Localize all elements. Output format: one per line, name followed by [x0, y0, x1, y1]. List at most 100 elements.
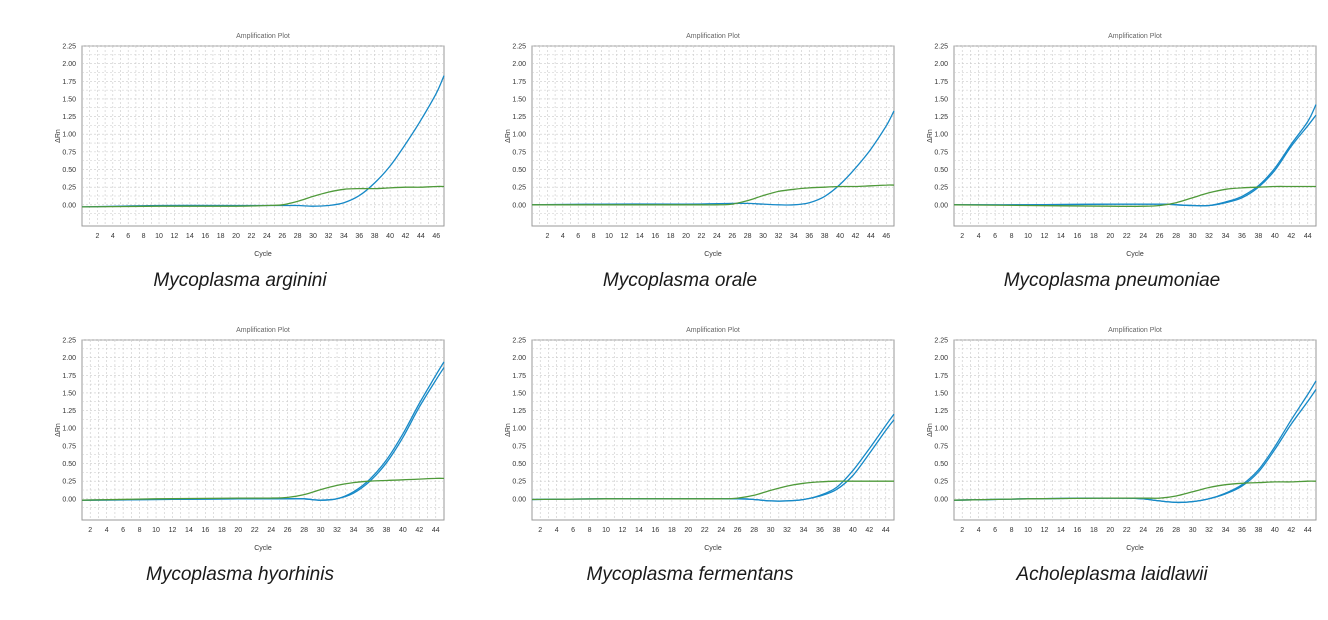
y-tick-label: 2.25: [512, 338, 526, 345]
x-tick-label: 22: [1123, 233, 1131, 240]
x-tick-label: 16: [1074, 527, 1082, 534]
x-tick-label: 28: [744, 233, 752, 240]
y-tick-label: 0.25: [62, 185, 76, 192]
x-tick-label: 30: [1189, 527, 1197, 534]
x-tick-label: 42: [1287, 233, 1295, 240]
x-tick-label: 4: [111, 233, 115, 240]
x-tick-label: 40: [1271, 233, 1279, 240]
x-tick-label: 4: [555, 527, 559, 534]
y-tick-label: 0.75: [934, 443, 948, 450]
series-line: [532, 184, 895, 206]
x-tick-label: 36: [1238, 233, 1246, 240]
x-tick-label: 42: [415, 527, 423, 534]
y-tick-label: 2.25: [934, 338, 948, 345]
x-tick-label: 4: [977, 527, 981, 534]
x-tick-label: 12: [619, 527, 627, 534]
x-tick-label: 26: [278, 233, 286, 240]
y-tick-label: 0.00: [62, 202, 76, 209]
y-tick-label: 1.25: [62, 408, 76, 415]
y-axis-label: ΔRn: [505, 423, 512, 437]
x-tick-label: 28: [1172, 233, 1180, 240]
x-tick-label: 44: [417, 233, 425, 240]
series-line: [81, 477, 445, 501]
x-tick-label: 28: [1172, 527, 1180, 534]
x-tick-label: 42: [865, 527, 873, 534]
x-axis-label: Cycle: [704, 251, 722, 258]
y-axis-label: ΔRn: [55, 423, 62, 437]
x-tick-label: 38: [371, 233, 379, 240]
y-tick-label: 1.25: [934, 114, 948, 121]
y-tick-label: 1.50: [512, 390, 526, 397]
x-tick-label: 38: [833, 527, 841, 534]
x-tick-label: 38: [821, 233, 829, 240]
x-tick-label: 30: [1189, 233, 1197, 240]
x-tick-label: 20: [684, 527, 692, 534]
x-tick-label: 4: [105, 527, 109, 534]
y-tick-label: 0.25: [934, 479, 948, 486]
x-tick-label: 8: [588, 527, 592, 534]
x-tick-label: 44: [1304, 233, 1312, 240]
x-tick-label: 40: [399, 527, 407, 534]
x-tick-label: 36: [366, 527, 374, 534]
y-tick-label: 1.25: [934, 408, 948, 415]
y-tick-label: 1.50: [934, 96, 948, 103]
series-line: [953, 480, 1317, 501]
y-tick-label: 1.75: [62, 79, 76, 86]
y-tick-label: 0.25: [512, 185, 526, 192]
x-tick-label: 12: [169, 527, 177, 534]
x-tick-label: 22: [1123, 527, 1131, 534]
x-tick-label: 22: [698, 233, 706, 240]
y-tick-label: 0.00: [512, 202, 526, 209]
x-tick-label: 20: [1106, 527, 1114, 534]
series-line: [531, 110, 895, 206]
y-tick-label: 1.00: [934, 132, 948, 139]
x-tick-label: 32: [325, 233, 333, 240]
x-tick-label: 36: [805, 233, 813, 240]
x-tick-label: 40: [1271, 527, 1279, 534]
x-tick-label: 20: [1106, 233, 1114, 240]
chart-panel: Amplification Plot 2 4 6 8 10 12 14 16 18 20 22 24 26…: [30, 320, 450, 620]
x-tick-label: 8: [1010, 233, 1014, 240]
x-tick-label: 12: [171, 233, 179, 240]
plot-area: [81, 45, 445, 227]
y-tick-label: 0.25: [512, 479, 526, 486]
x-tick-label: 24: [267, 527, 275, 534]
y-tick-label: 2.00: [934, 355, 948, 362]
x-tick-label: 30: [767, 527, 775, 534]
series-line: [953, 114, 1317, 207]
series-line: [81, 185, 445, 208]
y-tick-label: 1.00: [62, 426, 76, 433]
chart-caption: Mycoplasma hyorhinis: [146, 564, 334, 585]
x-tick-label: 26: [284, 527, 292, 534]
series-line: [81, 367, 445, 501]
x-tick-label: 2: [960, 527, 964, 534]
x-tick-label: 18: [668, 527, 676, 534]
series-line: [953, 185, 1316, 207]
y-tick-label: 1.50: [62, 390, 76, 397]
x-tick-label: 44: [867, 233, 875, 240]
series-line: [531, 480, 894, 501]
x-tick-label: 30: [317, 527, 325, 534]
chart-title: Amplification Plot: [686, 327, 740, 334]
x-tick-label: 24: [263, 233, 271, 240]
y-axis-label: ΔRn: [505, 129, 512, 143]
chart-panel: Amplification Plot 2 4 6 8 10 12 14 16 18 20 22 24 26…: [480, 26, 900, 326]
x-tick-label: 32: [1205, 233, 1213, 240]
x-axis-label: Cycle: [1126, 251, 1144, 258]
x-tick-label: 22: [248, 233, 256, 240]
x-tick-label: 32: [1205, 527, 1213, 534]
x-tick-label: 2: [960, 233, 964, 240]
y-tick-label: 0.00: [62, 496, 76, 503]
y-tick-label: 1.00: [512, 426, 526, 433]
x-tick-label: 6: [126, 233, 130, 240]
x-tick-label: 16: [651, 233, 659, 240]
x-tick-label: 8: [142, 233, 146, 240]
y-tick-label: 0.50: [62, 167, 76, 174]
y-tick-label: 0.00: [934, 202, 948, 209]
x-tick-label: 30: [759, 233, 767, 240]
x-tick-label: 24: [1139, 527, 1147, 534]
x-tick-label: 26: [734, 527, 742, 534]
y-tick-label: 1.50: [62, 96, 76, 103]
chart-caption: Mycoplasma arginini: [153, 270, 327, 291]
